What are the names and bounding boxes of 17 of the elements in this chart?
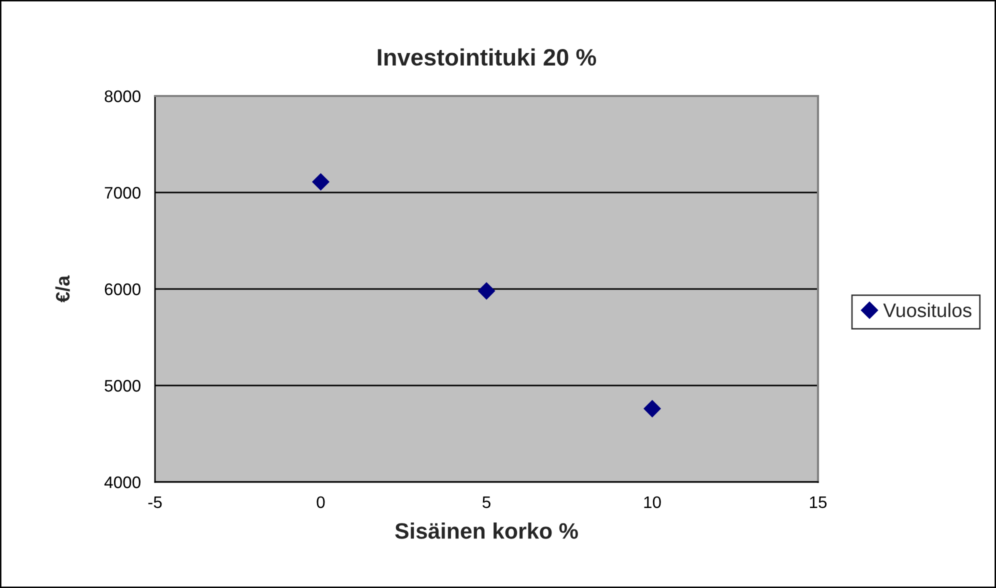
legend-label: Vuositulos — [883, 302, 972, 318]
point — [478, 282, 496, 300]
point — [312, 173, 330, 191]
x-tick-label: 0 — [316, 496, 325, 508]
y-tick-label: 4000 — [104, 476, 140, 488]
x-tick-label: -5 — [148, 496, 162, 508]
x-tick-label: 10 — [644, 496, 661, 508]
y-tick-label: 6000 — [104, 283, 140, 296]
x-tick-label: 15 — [810, 496, 827, 508]
y-tick-label: 5000 — [104, 380, 140, 392]
x-tick-label: 5 — [482, 496, 490, 508]
chart-title: Investointituki 20 % — [378, 48, 596, 66]
y-axis-title: €/a — [55, 275, 70, 302]
x-axis-title: Sisäinen korko % — [395, 522, 578, 539]
y-tick-label: 7000 — [104, 186, 140, 199]
point — [643, 400, 662, 418]
y-tick-label: 8000 — [104, 90, 140, 102]
